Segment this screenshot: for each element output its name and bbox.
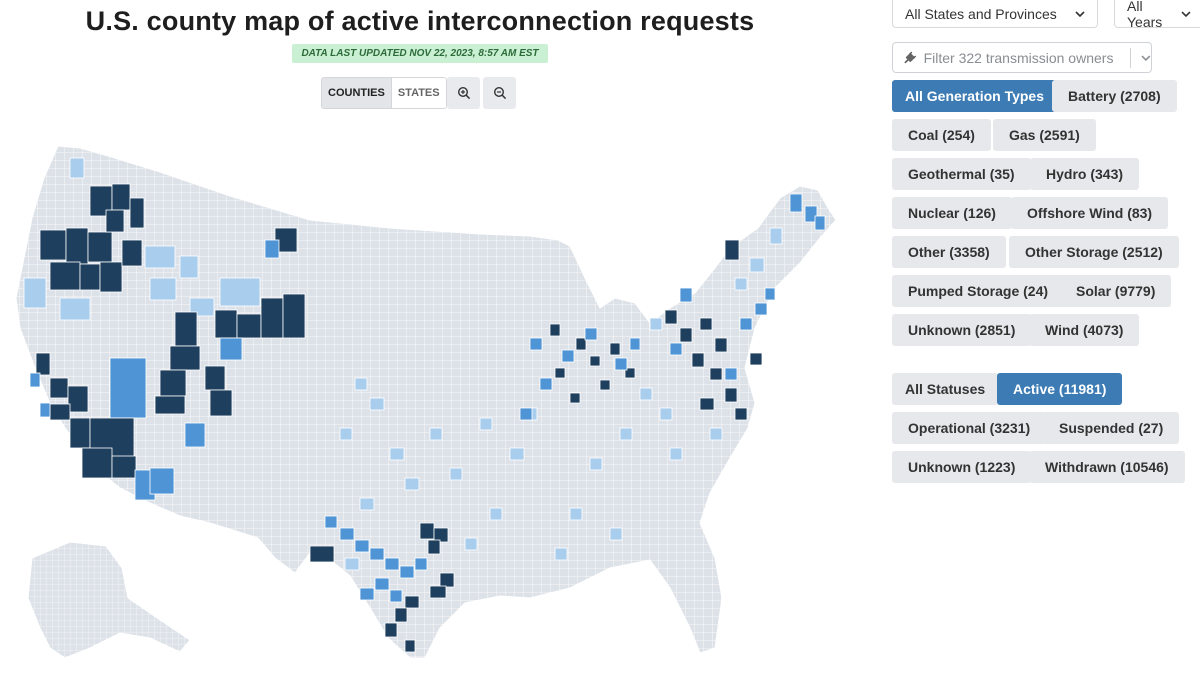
gen-type-battery[interactable]: Battery (2708)	[1052, 80, 1177, 112]
transmission-owner-filter[interactable]	[892, 42, 1152, 73]
chevron-down-icon[interactable]	[1141, 54, 1151, 61]
gen-type-nuclear[interactable]: Nuclear (126)	[892, 197, 1012, 229]
gen-type-hydro[interactable]: Hydro (343)	[1030, 158, 1140, 190]
counties-view-button[interactable]: COUNTIES	[322, 78, 391, 108]
status-suspended[interactable]: Suspended (27)	[1043, 412, 1180, 444]
status-all[interactable]: All Statuses	[892, 373, 999, 405]
county-choropleth-map[interactable]	[10, 128, 850, 668]
status-operational[interactable]: Operational (3231)	[892, 412, 1047, 444]
zoom-out-icon	[493, 86, 506, 100]
chevron-down-icon	[1075, 10, 1085, 17]
counties-mid-texas	[324, 515, 428, 603]
zoom-out-button[interactable]	[483, 77, 516, 109]
zoom-in-icon	[457, 86, 470, 100]
counties-low-northwest	[23, 157, 261, 321]
counties-high-mountain	[154, 227, 306, 417]
years-dropdown[interactable]: All Years	[1114, 0, 1200, 30]
chevron-down-icon	[1181, 10, 1191, 17]
gen-type-pumped-storage[interactable]: Pumped Storage (24)	[892, 275, 1065, 307]
gen-type-coal[interactable]: Coal (254)	[892, 119, 991, 151]
last-updated-badge: DATA LAST UPDATED NOV 22, 2023, 8:57 AM …	[292, 44, 548, 63]
map-view-toggle: COUNTIES STATES	[321, 77, 447, 109]
counties-high-texas	[309, 522, 455, 653]
states-view-button[interactable]: STATES	[390, 78, 446, 108]
states-provinces-dropdown[interactable]: All States and Provinces	[892, 0, 1098, 28]
status-unknown[interactable]: Unknown (1223)	[892, 451, 1032, 483]
gen-type-wind[interactable]: Wind (4073)	[1029, 314, 1140, 346]
counties-mid-california	[29, 372, 175, 501]
states-dropdown-value: All States and Provinces	[905, 5, 1057, 22]
gen-type-solar[interactable]: Solar (9779)	[1060, 275, 1172, 307]
gen-type-gas[interactable]: Gas (2591)	[993, 119, 1096, 151]
counties-low-east	[554, 227, 783, 561]
input-divider	[1130, 47, 1132, 68]
counties-mid-mountain	[109, 239, 280, 448]
zoom-in-button[interactable]	[447, 77, 480, 109]
gen-type-unknown[interactable]: Unknown (2851)	[892, 314, 1032, 346]
counties-high-midwest	[549, 323, 636, 404]
status-active[interactable]: Active (11981)	[997, 373, 1123, 405]
gen-type-other[interactable]: Other (3358)	[892, 236, 1006, 268]
counties-mid-northeast	[669, 193, 826, 381]
counties-high-california	[35, 352, 137, 479]
transmission-owner-search-input[interactable]	[923, 49, 1129, 66]
gen-type-offshore-wind[interactable]: Offshore Wind (83)	[1011, 197, 1169, 229]
status-withdrawn[interactable]: Withdrawn (10546)	[1029, 451, 1185, 483]
page-title: U.S. county map of active interconnectio…	[85, 6, 755, 36]
plug-icon	[904, 51, 917, 63]
years-dropdown-value: All Years	[1127, 0, 1163, 30]
alaska-shape	[27, 541, 191, 659]
gen-type-all[interactable]: All Generation Types	[892, 80, 1057, 112]
gen-type-other-storage[interactable]: Other Storage (2512)	[1009, 236, 1179, 268]
counties-high-northeast	[664, 239, 763, 421]
counties-high-pacific-northwest	[39, 183, 145, 293]
contiguous-us-shape	[15, 145, 837, 659]
gen-type-geothermal[interactable]: Geothermal (35)	[892, 158, 1031, 190]
counties-mid-midwest	[519, 327, 641, 421]
